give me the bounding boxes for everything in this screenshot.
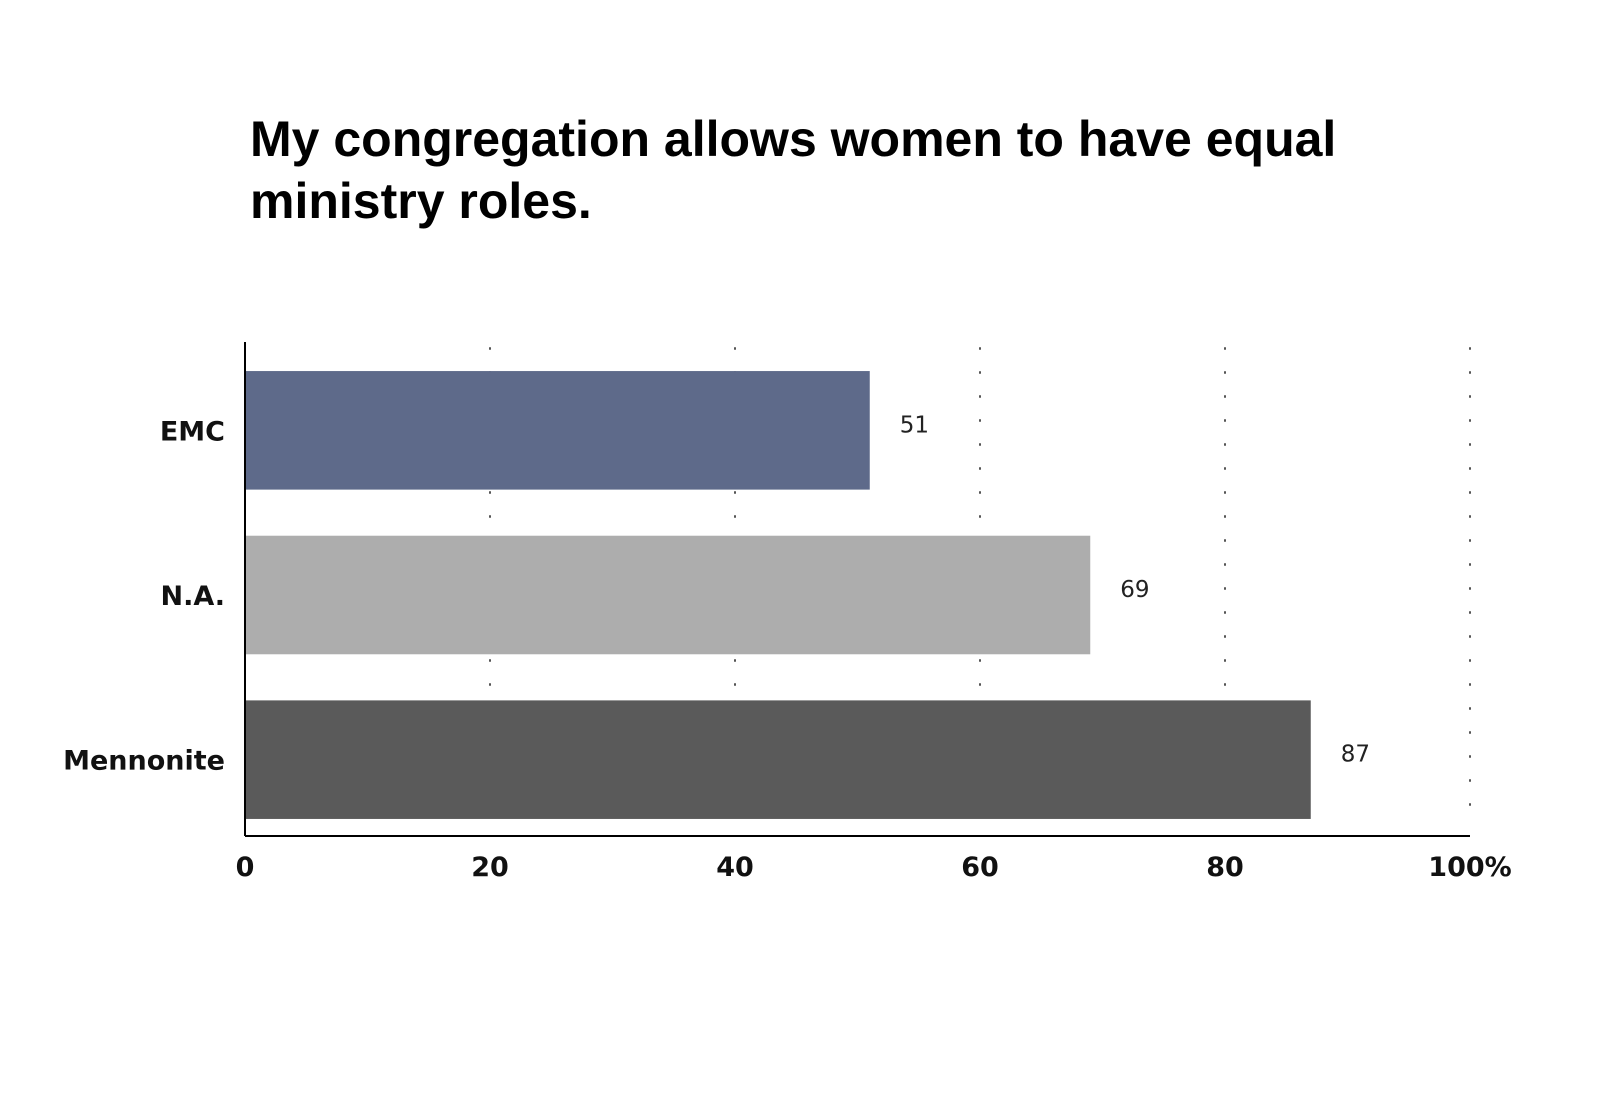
chart-title: My congregation allows women to have equ… <box>250 111 1337 229</box>
data-label: 87 <box>1341 742 1370 768</box>
x-tick-label: 0 <box>236 852 255 883</box>
category-label: EMC <box>160 416 225 447</box>
labels: 0 20 40 60 80 100% EMC 51 N.A. 69 Mennonite 87 <box>63 412 1512 883</box>
data-label: 69 <box>1120 577 1149 603</box>
bar-emc <box>245 371 870 490</box>
category-label: Mennonite <box>63 746 225 777</box>
x-tick-label: 20 <box>471 852 509 883</box>
x-tick-label: 80 <box>1206 852 1244 883</box>
bar-n-a <box>245 535 1091 655</box>
category-label: N.A. <box>160 581 225 612</box>
data-label: 51 <box>900 412 929 438</box>
bar-mennonite <box>245 700 1311 819</box>
x-tick-label: 40 <box>716 852 754 883</box>
axes <box>244 342 1470 837</box>
x-tick-label: 100% <box>1428 852 1511 883</box>
x-tick-label: 60 <box>961 852 999 883</box>
bars <box>245 371 1311 819</box>
